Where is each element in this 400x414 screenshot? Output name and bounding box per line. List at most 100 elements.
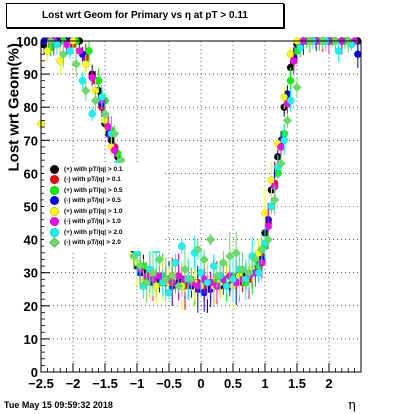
data-point — [231, 247, 242, 258]
x-axis-label: η — [348, 398, 356, 413]
data-point — [160, 274, 171, 285]
data-point — [282, 115, 293, 126]
data-point — [97, 93, 106, 102]
y-tick-label: 0 — [31, 365, 38, 380]
legend-marker — [50, 206, 59, 216]
data-point — [193, 282, 202, 290]
data-point — [286, 76, 295, 85]
data-point — [244, 267, 254, 278]
data-point — [250, 254, 261, 265]
data-point — [280, 93, 289, 102]
data-point — [276, 158, 286, 169]
data-point — [286, 50, 295, 59]
data-point — [135, 261, 146, 271]
data-point — [186, 274, 197, 285]
data-point — [154, 254, 165, 265]
legend-label: (-) with pT/|q| > 0.5 — [64, 197, 121, 205]
data-point — [100, 108, 110, 119]
data-point — [80, 85, 91, 96]
data-point — [104, 123, 113, 131]
data-point — [180, 264, 190, 275]
data-point — [222, 282, 231, 290]
legend: (+) with pT/|q| > 0.1 (-) with pT/|q| > 0… — [44, 163, 162, 251]
data-point — [267, 176, 276, 184]
y-tick-label: 70 — [24, 133, 38, 148]
x-tick-label: −0.5 — [156, 376, 182, 391]
datestamp: Tue May 15 09:59:32 2018 — [4, 400, 113, 410]
data-point — [264, 222, 273, 231]
y-tick-label: 40 — [24, 233, 38, 248]
data-point — [171, 258, 180, 267]
data-point — [199, 254, 210, 265]
data-point — [205, 234, 216, 245]
data-point — [192, 244, 203, 255]
data-point — [334, 47, 343, 55]
data-point — [261, 209, 269, 217]
x-tick-label: −1 — [130, 376, 145, 391]
x-tick-label: −2 — [66, 376, 81, 391]
x-tick-label: 2 — [325, 376, 332, 391]
x-tick-label: 1.5 — [288, 376, 306, 391]
legend-label: (-) with pT/|q| > 1.0 — [64, 218, 121, 226]
legend-label: (-) with pT/|q| > 2.0 — [64, 239, 121, 247]
legend-label: (+) with pT/|q| > 0.5 — [64, 186, 123, 194]
data-point — [173, 281, 184, 291]
data-point — [85, 47, 93, 55]
series-8 — [45, 36, 354, 303]
data-point — [165, 288, 173, 297]
data-point — [177, 242, 186, 251]
x-tick-label: −2.5 — [28, 376, 54, 391]
data-point — [269, 195, 280, 205]
data-point — [167, 271, 178, 281]
y-tick-label: 90 — [24, 67, 38, 82]
y-tick-label: 20 — [24, 299, 38, 314]
data-point — [229, 275, 237, 284]
data-point — [280, 136, 289, 145]
data-point — [128, 251, 139, 262]
legend-marker — [50, 185, 59, 195]
data-point — [292, 82, 302, 93]
legend-label: (+) with pT/|q| > 2.0 — [64, 228, 123, 236]
y-tick-label: 60 — [24, 166, 38, 181]
y-axis-label: Lost wrt Geom(%) — [5, 43, 23, 172]
legend-marker — [50, 196, 59, 206]
data-point — [148, 267, 158, 278]
legend-entry: (+) with pT/|q| > 0.5 — [45, 185, 161, 196]
data-point — [71, 59, 82, 70]
legend-entry: (+) with pT/|q| > 2.0 — [45, 227, 161, 238]
data-point — [209, 262, 218, 270]
chart-title: Lost wrt Geom for Primary vs η at pT > 0… — [6, 3, 284, 28]
legend-label: (+) with pT/|q| > 1.0 — [64, 207, 123, 215]
y-tick-label: 10 — [24, 332, 38, 347]
legend-marker — [50, 164, 59, 174]
x-tick-label: 0 — [197, 376, 204, 391]
data-point — [75, 47, 84, 55]
legend-entry: (+) with pT/|q| > 1.0 — [45, 206, 161, 217]
data-point — [353, 50, 362, 59]
x-tick-label: 0.5 — [224, 376, 242, 391]
data-point — [94, 76, 103, 85]
data-point — [65, 47, 74, 55]
data-point — [88, 109, 97, 118]
data-point — [109, 128, 120, 139]
legend-marker — [50, 175, 59, 185]
data-point — [81, 60, 90, 69]
data-point — [296, 43, 305, 52]
data-point — [197, 268, 205, 277]
legend-entry: (-) with pT/|q| > 0.5 — [45, 196, 161, 207]
data-point — [88, 73, 97, 82]
legend-label: (-) with pT/|q| > 0.1 — [64, 176, 121, 184]
data-point — [78, 76, 87, 85]
data-point — [152, 282, 161, 290]
data-point — [110, 146, 119, 155]
data-point — [256, 244, 267, 255]
y-tick-label: 100 — [16, 34, 38, 49]
legend-entry: (-) with pT/|q| > 0.1 — [45, 175, 161, 186]
y-tick-label: 80 — [24, 100, 38, 115]
data-point — [212, 271, 222, 281]
data-point — [286, 96, 295, 105]
legend-entry: (+) with pT/|q| > 0.1 — [45, 164, 161, 175]
data-point — [62, 40, 71, 49]
data-point — [254, 268, 263, 277]
x-tick-label: 1 — [261, 376, 268, 391]
